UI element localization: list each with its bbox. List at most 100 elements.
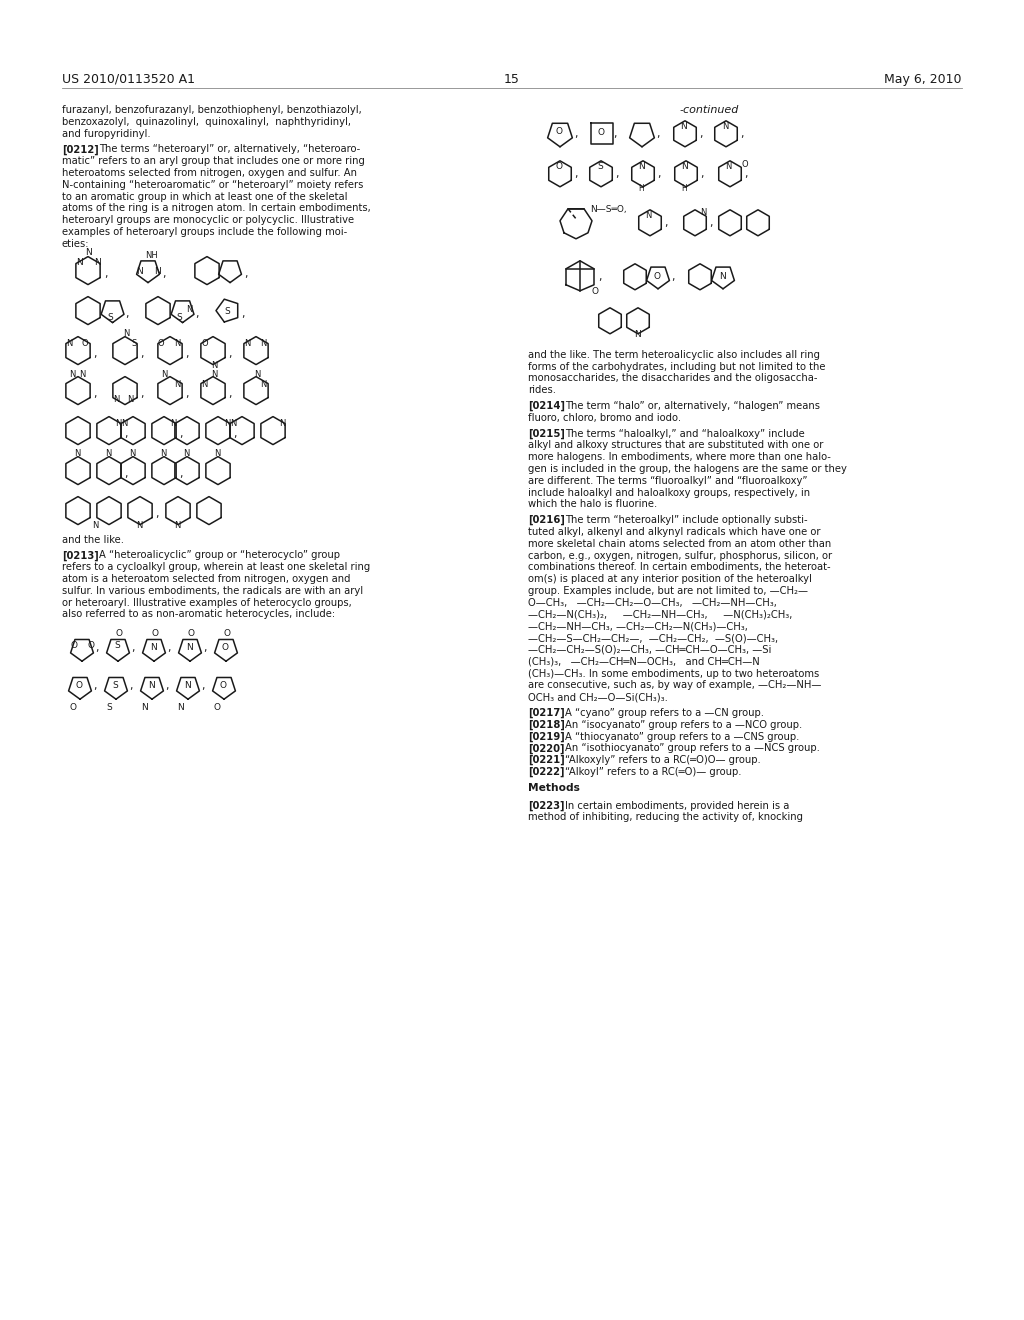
Text: N: N xyxy=(148,681,155,690)
Text: S: S xyxy=(131,339,136,347)
Text: N: N xyxy=(154,267,161,276)
Text: O: O xyxy=(654,272,662,281)
Text: ,: , xyxy=(93,388,96,399)
Text: carbon, e.g., oxygen, nitrogen, sulfur, phosphorus, silicon, or: carbon, e.g., oxygen, nitrogen, sulfur, … xyxy=(528,550,833,561)
Text: forms of the carbohydrates, including but not limited to the: forms of the carbohydrates, including bu… xyxy=(528,362,825,372)
Text: N: N xyxy=(254,370,260,379)
Text: N: N xyxy=(680,121,687,131)
Text: [0223]: [0223] xyxy=(528,801,564,810)
Text: In certain embodiments, provided herein is a: In certain embodiments, provided herein … xyxy=(565,801,790,810)
Text: ,: , xyxy=(93,348,96,359)
Text: ,: , xyxy=(241,309,245,318)
Text: [0214]: [0214] xyxy=(528,401,565,412)
Text: ,: , xyxy=(740,129,743,139)
Text: S: S xyxy=(224,306,229,315)
Text: ,: , xyxy=(244,268,248,279)
Text: [0220]: [0220] xyxy=(528,743,564,754)
Text: N: N xyxy=(201,380,208,388)
Text: O: O xyxy=(741,160,748,169)
Text: —CH₂—S—CH₂—CH₂—,  —CH₂—CH₂,  —S(O)—CH₃,: —CH₂—S—CH₂—CH₂—, —CH₂—CH₂, —S(O)—CH₃, xyxy=(528,634,778,643)
Text: N: N xyxy=(638,162,645,170)
Text: O: O xyxy=(116,630,123,638)
Text: and the like.: and the like. xyxy=(62,535,124,545)
Text: O: O xyxy=(152,630,159,638)
Text: to an aromatic group in which at least one of the skeletal: to an aromatic group in which at least o… xyxy=(62,191,347,202)
Text: S: S xyxy=(106,704,112,713)
Text: O: O xyxy=(158,339,165,347)
Text: more halogens. In embodiments, where more than one halo-: more halogens. In embodiments, where mor… xyxy=(528,453,830,462)
Text: sulfur. In various embodiments, the radicals are with an aryl: sulfur. In various embodiments, the radi… xyxy=(62,586,364,595)
Text: include haloalkyl and haloalkoxy groups, respectively, in: include haloalkyl and haloalkoxy groups,… xyxy=(528,487,810,498)
Text: N: N xyxy=(74,449,80,458)
Text: [0215]: [0215] xyxy=(528,429,565,438)
Text: fluoro, chloro, bromo and iodo.: fluoro, chloro, bromo and iodo. xyxy=(528,413,681,422)
Text: N: N xyxy=(211,370,217,379)
Text: H: H xyxy=(681,183,687,193)
Text: O: O xyxy=(556,127,563,136)
Text: —CH₂—NH—CH₃, —CH₂—CH₂—N(CH₃)—CH₃,: —CH₂—NH—CH₃, —CH₂—CH₂—N(CH₃)—CH₃, xyxy=(528,622,748,631)
Text: O: O xyxy=(71,640,78,649)
Text: rides.: rides. xyxy=(528,385,556,395)
Text: ,: , xyxy=(196,309,199,318)
Text: N: N xyxy=(214,449,220,458)
Text: US 2010/0113520 A1: US 2010/0113520 A1 xyxy=(62,73,195,86)
Text: —CH₂—N(CH₃)₂,     —CH₂—NH—CH₃,     —N(CH₃)₂CH₃,: —CH₂—N(CH₃)₂, —CH₂—NH—CH₃, —N(CH₃)₂CH₃, xyxy=(528,610,793,619)
Text: [0218]: [0218] xyxy=(528,719,565,730)
Text: ,: , xyxy=(126,309,129,318)
Text: tuted alkyl, alkenyl and alkynyl radicals which have one or: tuted alkyl, alkenyl and alkynyl radical… xyxy=(528,527,820,537)
Text: ,: , xyxy=(140,348,143,359)
Text: alkyl and alkoxy structures that are substituted with one or: alkyl and alkoxy structures that are sub… xyxy=(528,441,823,450)
Text: N: N xyxy=(161,370,167,379)
Text: N: N xyxy=(170,418,176,428)
Text: also referred to as non-aromatic heterocycles, include:: also referred to as non-aromatic heteroc… xyxy=(62,610,335,619)
Text: N: N xyxy=(174,380,180,388)
Text: ,: , xyxy=(574,169,578,178)
Text: om(s) is placed at any interior position of the heteroalkyl: om(s) is placed at any interior position… xyxy=(528,574,812,585)
Text: N: N xyxy=(279,418,286,428)
Text: —CH₂—CH₂—S(O)₂—CH₃, —CH═CH—O—CH₃, —Si: —CH₂—CH₂—S(O)₂—CH₃, —CH═CH—O—CH₃, —Si xyxy=(528,645,771,655)
Text: ,: , xyxy=(95,643,98,653)
Text: O: O xyxy=(224,630,231,638)
Text: gen is included in the group, the halogens are the same or they: gen is included in the group, the haloge… xyxy=(528,465,847,474)
Text: [0217]: [0217] xyxy=(528,708,565,718)
Text: O: O xyxy=(220,681,227,690)
Text: Methods: Methods xyxy=(528,783,580,793)
Text: (CH₃)₃,   —CH₂—CH═N—OCH₃,   and CH═CH—N: (CH₃)₃, —CH₂—CH═N—OCH₃, and CH═CH—N xyxy=(528,657,760,667)
Text: N: N xyxy=(136,267,142,276)
Text: S: S xyxy=(112,681,118,690)
Text: atom is a heteroatom selected from nitrogen, oxygen and: atom is a heteroatom selected from nitro… xyxy=(62,574,350,583)
Text: O: O xyxy=(201,339,208,347)
Text: N: N xyxy=(719,272,726,281)
Text: A “thiocyanato” group refers to a —CNS group.: A “thiocyanato” group refers to a —CNS g… xyxy=(565,731,800,742)
Text: eties:: eties: xyxy=(62,239,89,248)
Text: O: O xyxy=(188,630,195,638)
Text: ,: , xyxy=(167,643,171,653)
Text: N: N xyxy=(186,305,193,314)
Text: N: N xyxy=(76,257,83,267)
Text: ,: , xyxy=(228,388,231,399)
Text: N: N xyxy=(186,643,193,652)
Text: monosaccharides, the disaccharides and the oligosaccha-: monosaccharides, the disaccharides and t… xyxy=(528,374,817,383)
Text: The terms “heteroaryl” or, alternatively, “heteroaro-: The terms “heteroaryl” or, alternatively… xyxy=(99,144,360,154)
Text: [0221]: [0221] xyxy=(528,755,565,766)
Text: and the like. The term heteroalicyclic also includes all ring: and the like. The term heteroalicyclic a… xyxy=(528,350,820,360)
Text: N: N xyxy=(700,207,707,216)
Text: N: N xyxy=(127,395,133,404)
Text: N-containing “heteroaromatic” or “heteroaryl” moiety refers: N-containing “heteroaromatic” or “hetero… xyxy=(62,180,364,190)
Text: ,: , xyxy=(744,169,748,178)
Text: ,: , xyxy=(155,508,159,519)
Text: examples of heteroaryl groups include the following moi-: examples of heteroaryl groups include th… xyxy=(62,227,347,238)
Text: ,: , xyxy=(656,129,659,139)
Text: ,: , xyxy=(700,169,703,178)
Text: ,: , xyxy=(657,169,660,178)
Text: combinations thereof. In certain embodiments, the heteroat-: combinations thereof. In certain embodim… xyxy=(528,562,830,573)
Text: ,: , xyxy=(131,643,134,653)
Text: N: N xyxy=(725,162,731,170)
Text: ,: , xyxy=(228,348,231,359)
Text: ,: , xyxy=(671,272,675,281)
Text: N: N xyxy=(244,339,251,347)
Text: N: N xyxy=(115,418,122,428)
Text: atoms of the ring is a nitrogen atom. In certain embodiments,: atoms of the ring is a nitrogen atom. In… xyxy=(62,203,371,214)
Text: N: N xyxy=(150,643,157,652)
Text: N: N xyxy=(92,520,98,529)
